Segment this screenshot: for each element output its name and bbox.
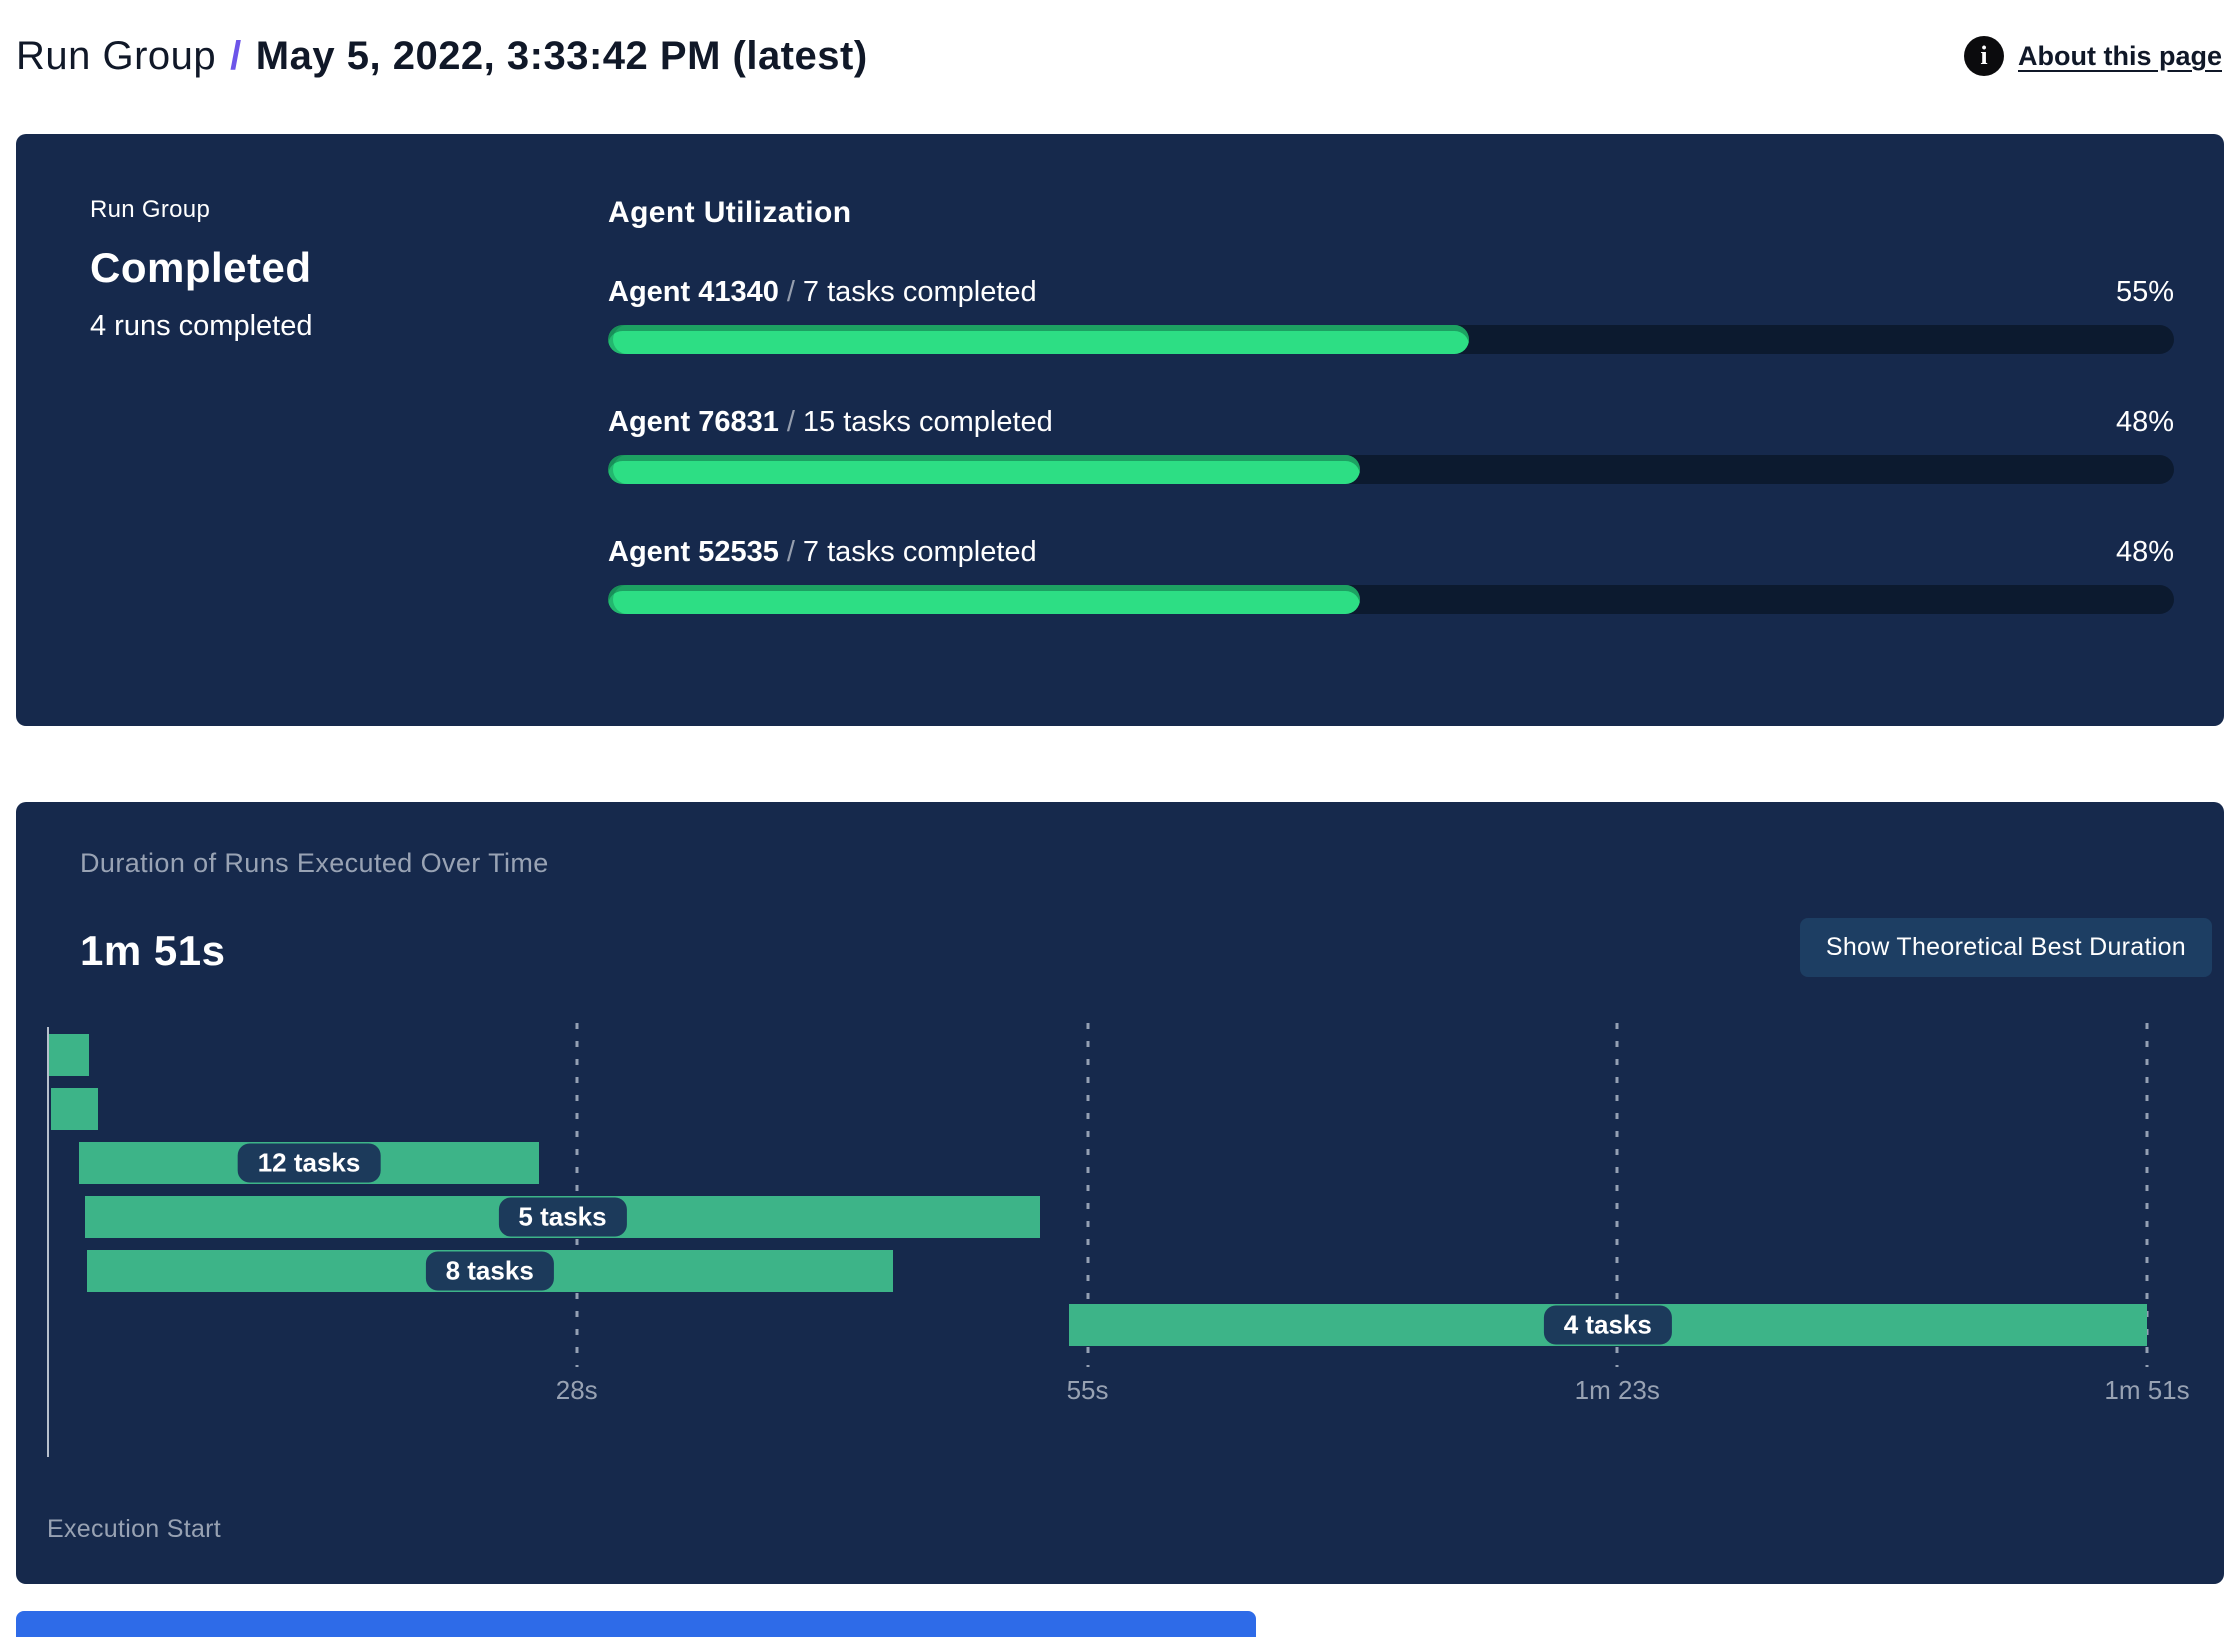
gridline-1m-51s (2145, 1023, 2149, 1367)
execution-start-label: Execution Start (47, 1515, 222, 1543)
task-count-pill: 12 tasks (237, 1143, 381, 1183)
agent-row-label-line: Agent 76831/15 tasks completed 48% (608, 406, 2174, 439)
runs-completed-text: 4 runs completed (90, 310, 313, 342)
agent-label: Agent 52535/7 tasks completed (608, 536, 1037, 569)
utilization-bar-fill (608, 585, 1360, 614)
run-group-status: Completed (90, 244, 312, 291)
y-axis-line (47, 1027, 49, 1457)
utilization-bar-fill (608, 455, 1360, 484)
about-this-page-link[interactable]: About this page (2018, 40, 2222, 71)
page-title: May 5, 2022, 3:33:42 PM (latest) (255, 33, 868, 78)
gridline-1m-23s (1615, 1023, 1619, 1367)
run-duration-bar[interactable] (50, 1088, 99, 1130)
gantt-chart: 28s 55s 1m 23s 1m 51s 12 tasks 5 tasks 8 tasks… (47, 1023, 2190, 1457)
gridline-28s (575, 1023, 579, 1367)
agent-tasks-completed: 7 tasks completed (802, 536, 1037, 568)
agent-rows: Agent 41340/7 tasks completed 55% Agent 76… (608, 276, 2174, 614)
utilization-bar-track (608, 455, 2174, 484)
agent-utilization-title: Agent Utilization (608, 196, 852, 229)
breadcrumb-run-group[interactable]: Run Group (16, 33, 217, 78)
agent-label-separator: / (786, 276, 795, 308)
agent-name: Agent 41340 (608, 276, 779, 308)
run-duration-bar[interactable]: 5 tasks (84, 1196, 1041, 1238)
agent-utilization-percent: 48% (2115, 406, 2174, 438)
agent-label-separator: / (786, 536, 795, 568)
agent-label-separator: / (786, 406, 795, 438)
agent-name: Agent 76831 (608, 406, 779, 438)
utilization-bar-track (608, 325, 2174, 354)
run-duration-bar[interactable] (48, 1034, 89, 1076)
bottom-partial-panel (16, 1611, 1256, 1637)
task-count-pill: 4 tasks (1543, 1305, 1672, 1345)
run-duration-bar[interactable]: 8 tasks (86, 1250, 893, 1292)
breadcrumb-separator: / (230, 33, 242, 78)
agent-label: Agent 76831/15 tasks completed (608, 406, 1053, 439)
agent-utilization-row: Agent 41340/7 tasks completed 55% (608, 276, 2174, 354)
duration-panel: Duration of Runs Executed Over Time 1m 5… (16, 802, 2224, 1584)
task-count-pill: 5 tasks (498, 1197, 627, 1237)
x-tick-label: 1m 23s (1574, 1375, 1660, 1405)
agent-utilization-section: Agent Utilization Agent 41340/7 tasks co… (560, 196, 2174, 686)
run-duration-bar[interactable]: 4 tasks (1068, 1304, 2147, 1346)
page-header: Run Group / May 5, 2022, 3:33:42 PM (lat… (0, 0, 2240, 96)
run-group-summary: Run Group Completed 4 runs completed (90, 196, 560, 686)
agent-utilization-row: Agent 76831/15 tasks completed 48% (608, 406, 2174, 484)
task-count-pill: 8 tasks (425, 1251, 554, 1291)
agent-tasks-completed: 7 tasks completed (802, 276, 1037, 308)
agent-tasks-completed: 15 tasks completed (802, 406, 1053, 438)
agent-row-label-line: Agent 52535/7 tasks completed 48% (608, 536, 2174, 569)
total-duration-value: 1m 51s (80, 927, 226, 974)
show-theoretical-best-duration-button[interactable]: Show Theoretical Best Duration (1799, 918, 2212, 977)
agent-name: Agent 52535 (608, 536, 779, 568)
info-icon: i (1964, 36, 2004, 76)
run-group-panel: Run Group Completed 4 runs completed Age… (16, 134, 2224, 726)
duration-chart-title: Duration of Runs Executed Over Time (80, 848, 549, 878)
run-duration-bar[interactable]: 12 tasks (79, 1142, 539, 1184)
x-tick-label: 55s (1066, 1375, 1109, 1405)
utilization-bar-track (608, 585, 2174, 614)
agent-utilization-percent: 48% (2115, 536, 2174, 568)
run-group-label: Run Group (90, 196, 211, 223)
agent-row-label-line: Agent 41340/7 tasks completed 55% (608, 276, 2174, 309)
agent-utilization-row: Agent 52535/7 tasks completed 48% (608, 536, 2174, 614)
agent-label: Agent 41340/7 tasks completed (608, 276, 1037, 309)
utilization-bar-fill (608, 325, 1470, 354)
x-tick-label: 28s (555, 1375, 598, 1405)
about-this-page[interactable]: i About this page (1964, 36, 2222, 76)
breadcrumb: Run Group / May 5, 2022, 3:33:42 PM (lat… (16, 34, 868, 79)
gridline-55s (1086, 1023, 1090, 1367)
agent-utilization-percent: 55% (2115, 276, 2174, 308)
x-tick-label: 1m 51s (2104, 1375, 2190, 1405)
